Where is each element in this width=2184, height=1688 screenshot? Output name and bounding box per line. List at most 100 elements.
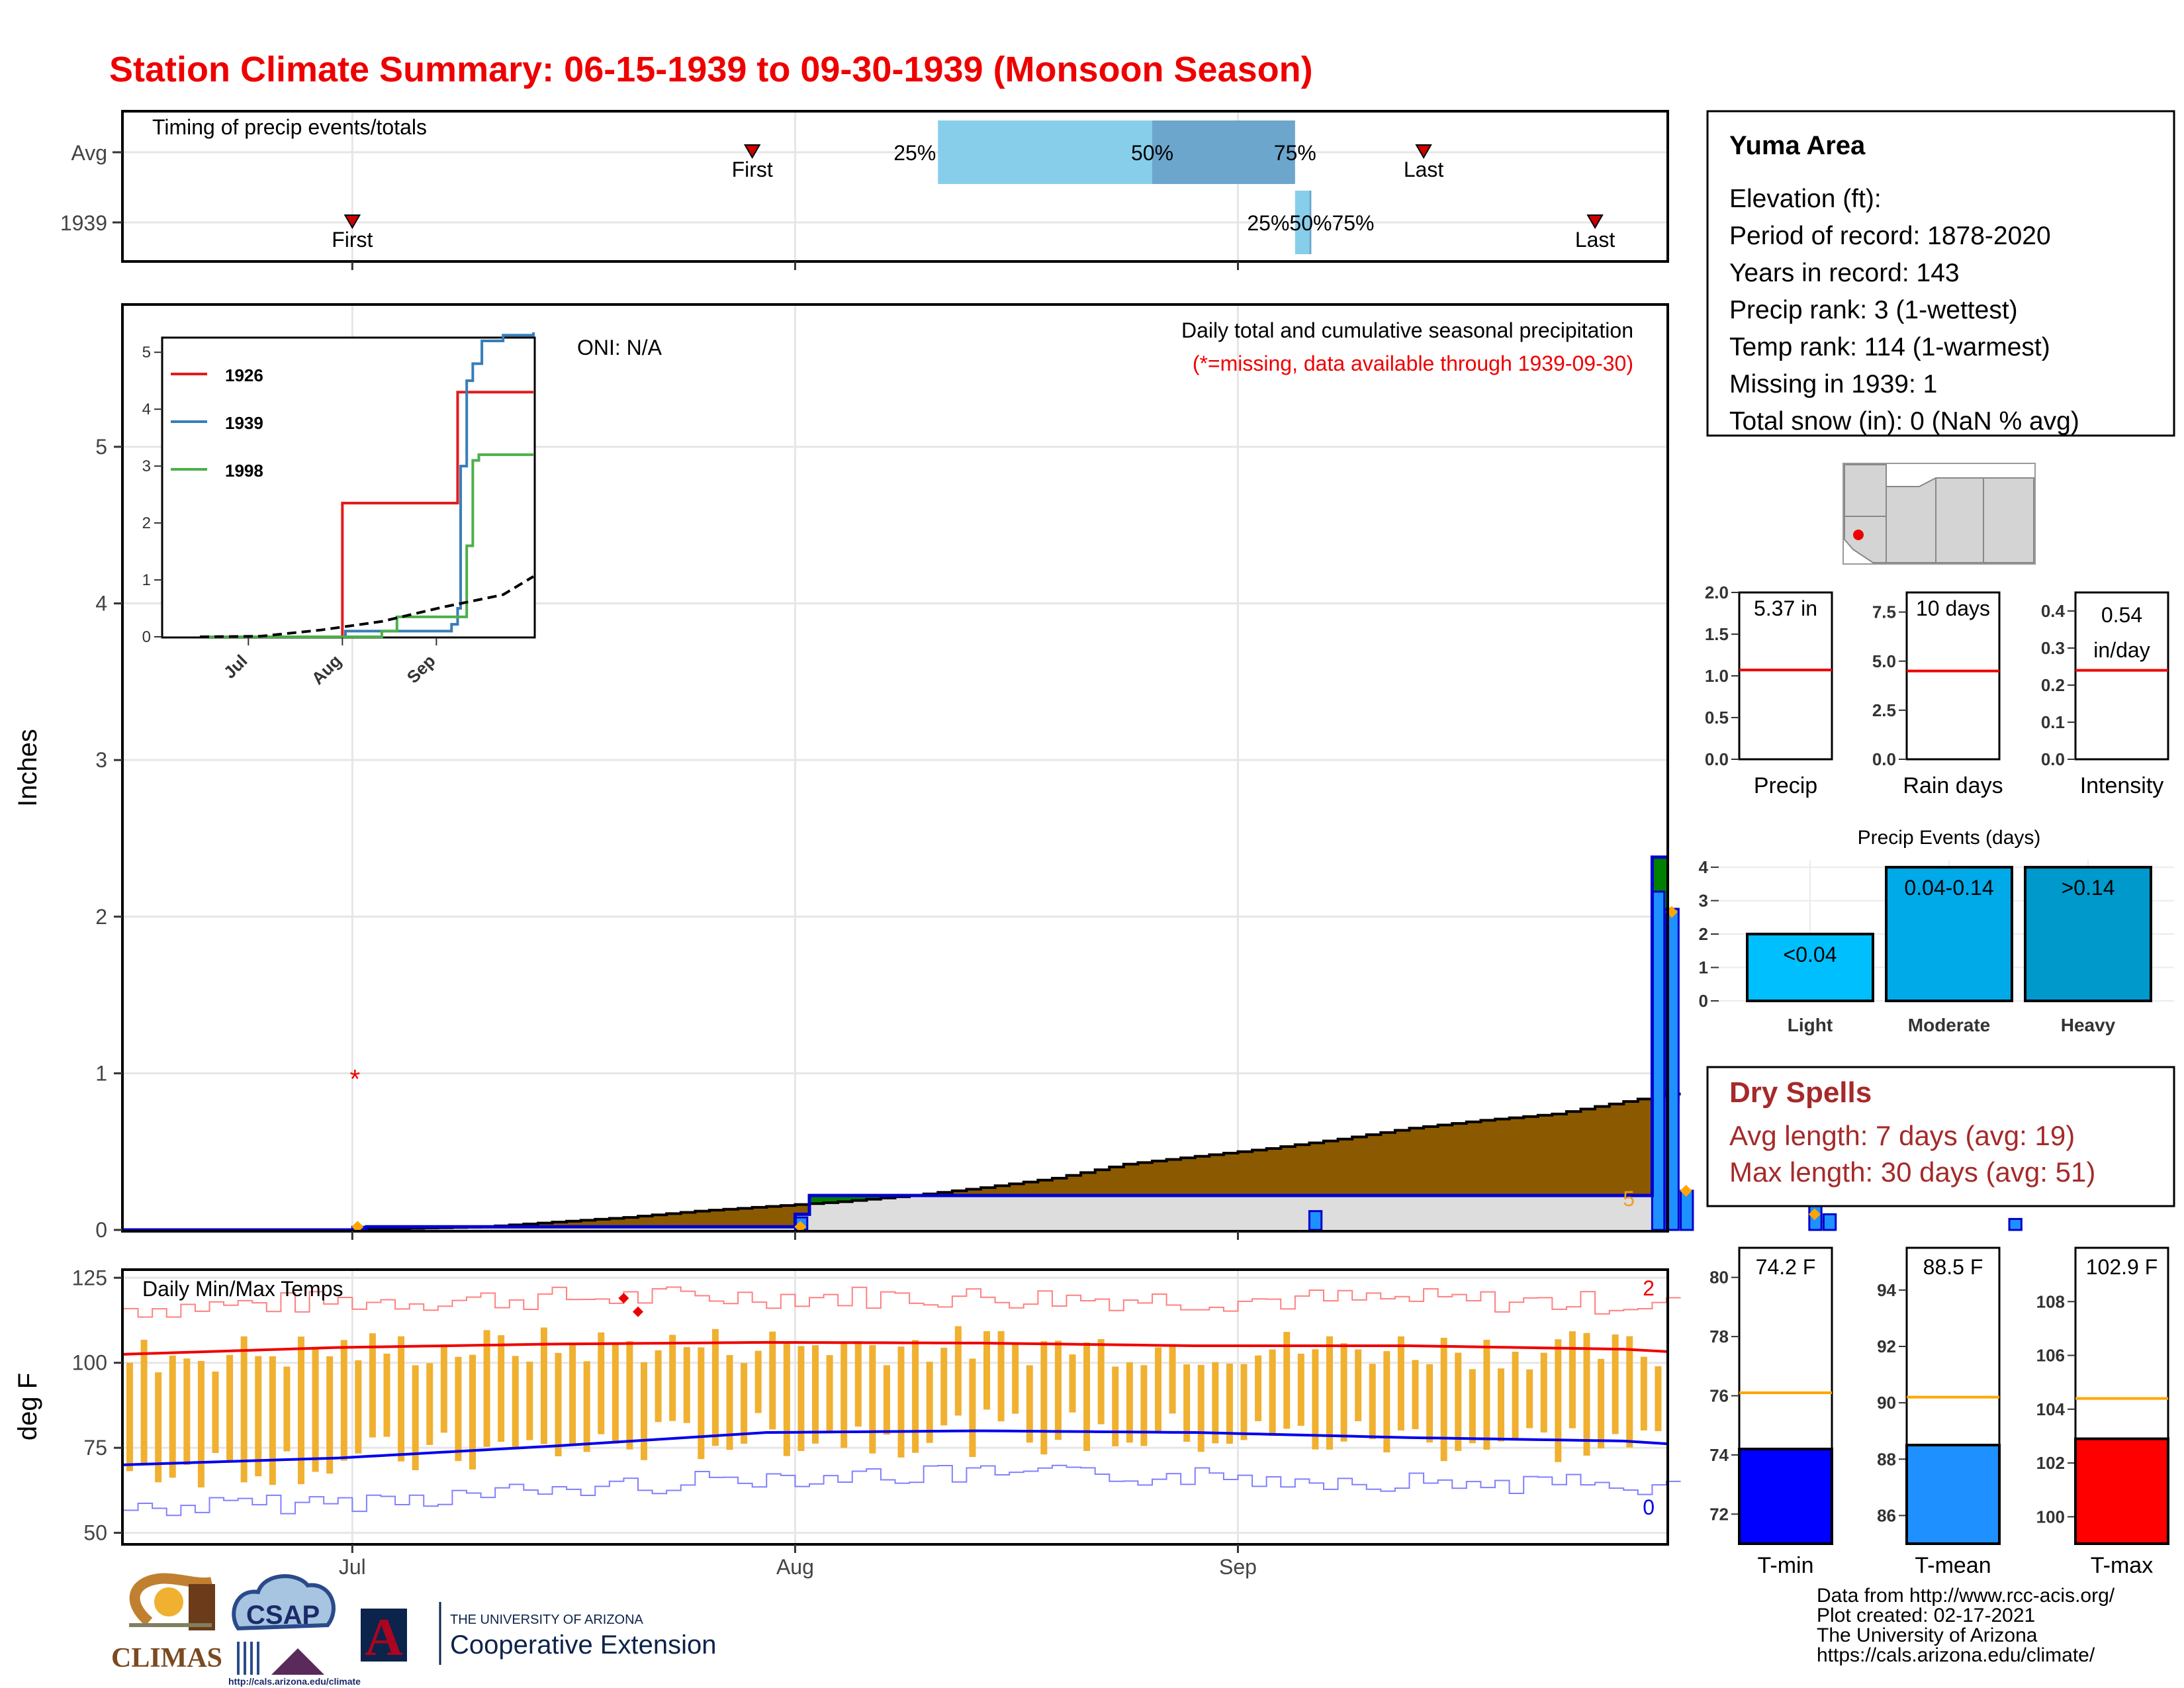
precip-y-tick-label: 1 [95,1061,107,1085]
quartile-box-upper [1309,191,1312,254]
daily-temp-bar [854,1341,862,1427]
stat-value-label: 10 days [1916,596,1990,620]
daily-temp-bar [1512,1352,1519,1440]
inset-y-tick-label: 0 [142,628,151,646]
daily-temp-bar [1483,1339,1490,1450]
precip-caption: Daily total and cumulative seasonal prec… [1181,318,1633,342]
temp-stat-y-tick-label: 76 [1709,1386,1729,1406]
daily-temp-bar [1312,1349,1319,1450]
daily-temp-bar [841,1342,848,1448]
daily-temp-bar [1040,1340,1048,1455]
footer-credits: Data from http://www.rcc-acis.org/ Plot … [1817,1585,2115,1666]
daily-temp-bar [269,1356,276,1485]
quartile-label: 50% [1131,141,1173,165]
quartile-label-overlap: 25%50%75% [1247,211,1374,235]
event-bar [2024,866,2152,1002]
temp-count-high: 2 [1643,1276,1655,1300]
daily-temp-bar [283,1366,291,1452]
event-category-label: Moderate [1908,1015,1990,1035]
event-bar [1885,866,2013,1002]
daily-temp-bar [1540,1352,1547,1432]
daily-temp-bar [626,1340,633,1450]
events-y-tick-label: 4 [1699,857,1709,877]
avg-min-line [123,1429,1667,1466]
daily-temp-bar [1155,1347,1161,1433]
temp-count-low: 0 [1643,1495,1655,1519]
csap-wordmark: CSAP [246,1601,320,1630]
avg-max-line [123,1340,1667,1356]
timing-panel-label: Timing of precip events/totals [152,115,427,139]
daily-temp-bar [1212,1362,1219,1444]
daily-temp-bar [655,1350,662,1423]
temp-stat-category-label: T-max [2091,1553,2153,1578]
station-line: Period of record: 1878-2020 [1729,222,2051,250]
daily-temp-bar [1555,1339,1562,1462]
month-tick-label: Aug [776,1555,814,1579]
daily-temp-bar [169,1355,176,1478]
daily-temp-bar [1369,1364,1376,1440]
last-event-label: Last [1575,228,1615,252]
temp-stat-y-tick-label: 106 [2036,1346,2065,1366]
inset-legend-1998: 1998 [225,461,263,481]
temp-stat-y-tick-label: 90 [1877,1393,1896,1413]
daily-temp-bar [883,1365,890,1435]
missing-note: (*=missing, data available through 1939-… [1193,352,1633,375]
daily-temp-bar [540,1327,547,1444]
precip-events-title: Precip Events (days) [1858,827,2041,849]
daily-temp-bar [1626,1336,1633,1448]
daily-temp-bar [1069,1354,1076,1413]
stat-category-label: Precip [1754,773,1817,798]
daily-temp-bar [183,1358,191,1465]
stat-y-tick-label: 7.5 [1872,602,1896,622]
daily-temp-bar [1655,1366,1662,1431]
daily-temp-bar [440,1344,447,1433]
daily-temp-bar [754,1350,762,1413]
daily-precip-bar [1680,1190,1694,1231]
daily-temp-bar [1569,1331,1576,1429]
event-bar-label: 0.04-0.14 [1904,876,1993,900]
stat-bar-frame [1738,591,1833,761]
stat-y-tick-label: 0.3 [2041,638,2065,658]
stat-category-label: Intensity [2080,773,2164,798]
dry-spells-max: Max length: 30 days (avg: 51) [1729,1156,2095,1188]
climas-logo: CLIMAS [111,1573,222,1673]
daily-temp-bar [455,1356,462,1462]
daily-temp-bar [1426,1364,1433,1443]
temp-stat-bar [1905,1444,2001,1545]
event-bar-label: >0.14 [2062,876,2115,900]
daily-temp-bar [897,1346,905,1458]
daily-temp-bar [683,1347,690,1423]
first-event-label: First [732,158,773,181]
daily-temp-bar [326,1356,334,1474]
daily-temp-bar [783,1342,790,1456]
station-line: Temp rank: 114 (1-warmest) [1729,333,2050,361]
precip-y-tick-label: 3 [95,748,107,772]
timing-panel: Timing of precip events/totals Avg 1939 … [60,110,1669,270]
precip-y-tick-label: 2 [95,905,107,929]
daily-temp-bar [1440,1337,1447,1462]
daily-temp-bar [1340,1343,1347,1442]
daily-temp-bar [1640,1356,1647,1430]
daily-temp-bar [197,1360,205,1487]
daily-temp-bar [1169,1346,1176,1414]
daily-temp-bar [583,1361,590,1452]
stat-y-tick-label: 0.2 [2041,675,2065,695]
event-category-label: Light [1788,1015,1833,1035]
station-line: Total snow (in): 0 (NaN % avg) [1729,407,2079,436]
daily-temp-bar [1054,1340,1062,1440]
stat-category-label: Rain days [1903,773,2003,798]
daily-temp-bar [526,1361,533,1440]
quartile-box-lower [938,120,1152,184]
daily-temp-bar [355,1360,362,1454]
daily-temp-bar [612,1344,619,1444]
event-bar-label: <0.04 [1784,943,1837,966]
events-y-tick-label: 2 [1699,924,1708,944]
record-marker [1808,1208,1821,1221]
temp-stat-y-tick-label: 108 [2036,1291,2065,1311]
temp-stat-y-tick-label: 102 [2036,1453,2065,1473]
temp-stat-bar [1738,1447,1833,1545]
precip-y-tick-label: 4 [95,592,107,616]
daily-temp-bar [741,1362,748,1444]
daily-temp-bar [469,1354,476,1470]
precip-panel: 0 1 2 3 4 5 Inches ONI: N/A Daily total and c… [13,303,2023,1242]
